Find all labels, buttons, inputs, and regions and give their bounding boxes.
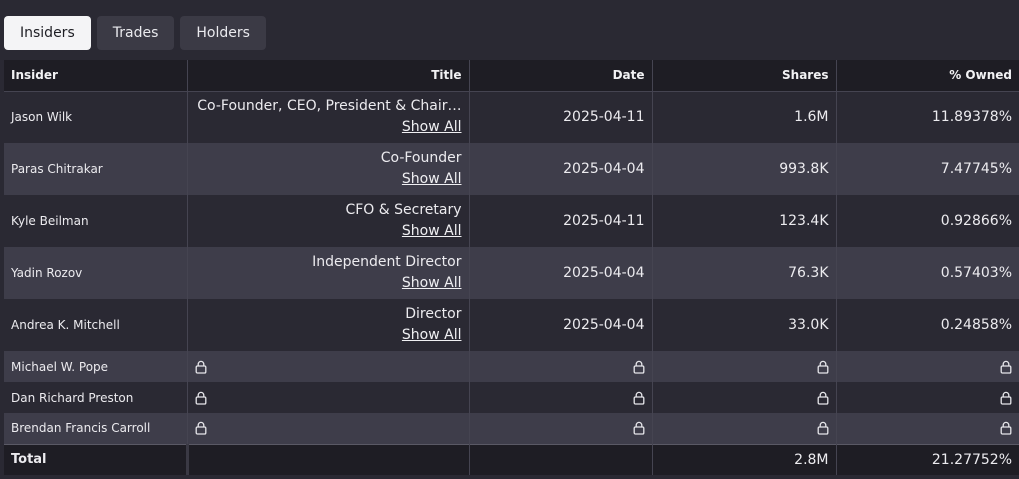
insider-owned: 0.24858%: [940, 317, 1012, 333]
insider-shares: 76.3K: [652, 247, 837, 299]
insider-date: 2025-04-04: [469, 247, 653, 299]
locked-owned: [836, 382, 1019, 413]
locked-shares: [652, 413, 837, 444]
insider-title: Director: [405, 306, 462, 322]
lock-icon[interactable]: [1000, 391, 1012, 405]
insider-name[interactable]: Paras Chitrakar: [4, 143, 188, 195]
lock-icon[interactable]: [633, 421, 645, 435]
locked-shares: [652, 382, 837, 413]
locked-date: [469, 413, 653, 444]
insider-title-cell: Co-Founder Show All: [187, 143, 470, 195]
insider-date: 2025-04-11: [469, 195, 653, 247]
tab-insiders[interactable]: Insiders: [4, 16, 91, 50]
insider-title: Co-Founder: [380, 150, 462, 166]
insiders-table: Insider Title Date Shares % Owned Jason …: [4, 60, 1019, 475]
insider-name[interactable]: Dan Richard Preston: [4, 382, 188, 413]
show-all-link[interactable]: Show All: [401, 275, 462, 291]
lock-icon[interactable]: [633, 360, 645, 374]
show-all-link[interactable]: Show All: [401, 171, 462, 187]
lock-icon[interactable]: [195, 391, 207, 405]
locked-owned: [836, 413, 1019, 444]
table-row-locked[interactable]: Michael W. Pope: [4, 351, 1019, 382]
tab-bar: Insiders Trades Holders: [4, 16, 266, 50]
insider-name[interactable]: Kyle Beilman: [4, 195, 188, 247]
insider-owned: 7.47745%: [940, 161, 1012, 177]
table-header-row: Insider Title Date Shares % Owned: [4, 60, 1019, 92]
column-header-insider[interactable]: Insider: [4, 60, 188, 92]
insider-shares: 33.0K: [652, 299, 837, 351]
locked-date: [469, 351, 653, 382]
table-row[interactable]: Jason Wilk Co-Founder, CEO, President & C…: [4, 91, 1019, 143]
total-label: Total: [4, 443, 189, 475]
insider-name[interactable]: Jason Wilk: [4, 91, 188, 143]
lock-icon[interactable]: [1000, 421, 1012, 435]
column-header-title[interactable]: Title: [187, 60, 470, 92]
show-all-link[interactable]: Show All: [401, 119, 462, 136]
lock-icon[interactable]: [195, 360, 207, 374]
insider-date: 2025-04-11: [469, 91, 653, 143]
locked-title: [187, 382, 470, 413]
locked-owned: [836, 351, 1019, 382]
insider-title-cell: CFO & Secretary Show All: [187, 195, 470, 247]
insider-shares: 123.4K: [652, 195, 837, 247]
insider-name[interactable]: Brendan Francis Carroll: [4, 413, 188, 444]
total-date-empty: [469, 443, 653, 475]
insider-title-cell: Independent Director Show All: [187, 247, 470, 299]
show-all-link[interactable]: Show All: [401, 223, 462, 239]
insider-owned: 0.92866%: [940, 213, 1012, 229]
total-shares: 2.8M: [652, 443, 837, 475]
column-header-owned[interactable]: % Owned: [836, 60, 1019, 92]
table-row-locked[interactable]: Brendan Francis Carroll: [4, 413, 1019, 444]
locked-title: [187, 351, 470, 382]
column-header-shares[interactable]: Shares: [652, 60, 837, 92]
lock-icon[interactable]: [817, 360, 829, 374]
lock-icon[interactable]: [1000, 360, 1012, 374]
total-row: Total 2.8M 21.27752%: [4, 443, 1019, 475]
lock-icon[interactable]: [817, 391, 829, 405]
column-header-date[interactable]: Date: [469, 60, 653, 92]
insider-title: Independent Director: [312, 254, 462, 270]
show-all-link[interactable]: Show All: [401, 327, 462, 343]
total-owned: 21.27752%: [836, 443, 1019, 475]
lock-icon[interactable]: [633, 391, 645, 405]
locked-shares: [652, 351, 837, 382]
insider-title: Co-Founder, CEO, President & Chair…: [197, 98, 462, 115]
insider-owned: 0.57403%: [940, 265, 1012, 281]
insider-date: 2025-04-04: [469, 143, 653, 195]
tab-trades[interactable]: Trades: [96, 16, 175, 50]
table-row-locked[interactable]: Dan Richard Preston: [4, 382, 1019, 413]
tab-holders[interactable]: Holders: [180, 16, 266, 50]
insider-title-cell: Director Show All: [187, 299, 470, 351]
insider-name[interactable]: Michael W. Pope: [4, 351, 188, 382]
insider-title-cell: Co-Founder, CEO, President & Chair… Show …: [187, 91, 470, 143]
table-row[interactable]: Yadin Rozov Independent Director Show All 2…: [4, 247, 1019, 299]
insider-shares: 993.8K: [652, 143, 837, 195]
table-row[interactable]: Paras Chitrakar Co-Founder Show All 2025-04…: [4, 143, 1019, 195]
insider-owned: 11.89378%: [931, 109, 1012, 126]
total-title-empty: [187, 443, 470, 475]
insider-name[interactable]: Yadin Rozov: [4, 247, 188, 299]
table-row[interactable]: Kyle Beilman CFO & Secretary Show All 2025-…: [4, 195, 1019, 247]
locked-title: [187, 413, 470, 444]
lock-icon[interactable]: [195, 421, 207, 435]
locked-date: [469, 382, 653, 413]
lock-icon[interactable]: [817, 421, 829, 435]
insider-name[interactable]: Andrea K. Mitchell: [4, 299, 188, 351]
table-row[interactable]: Andrea K. Mitchell Director Show All 2025-0…: [4, 299, 1019, 351]
insider-title: CFO & Secretary: [345, 202, 462, 218]
insider-shares: 1.6M: [652, 91, 837, 143]
insider-date: 2025-04-04: [469, 299, 653, 351]
